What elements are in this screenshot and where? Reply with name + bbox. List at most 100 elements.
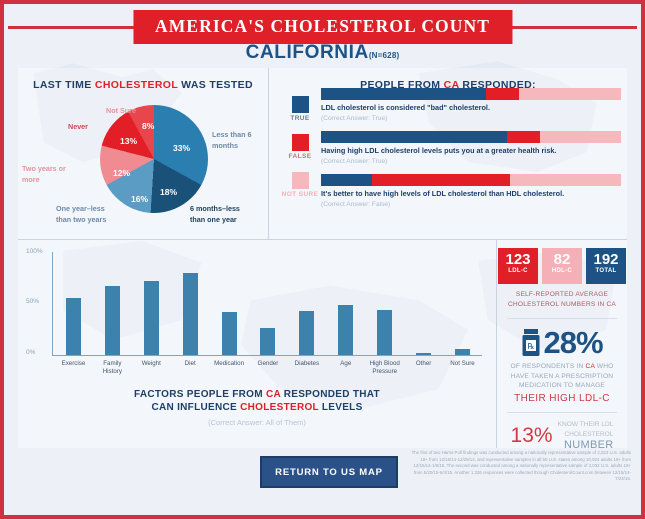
- x-label-medication: Medication: [214, 360, 245, 367]
- legend-label-not-sure: NOT SURE: [281, 191, 319, 198]
- bar-column: [404, 252, 443, 355]
- pie-title-post: WAS TESTED: [177, 79, 253, 91]
- pie-value-never: 13%: [120, 136, 138, 146]
- bar-column: [249, 252, 288, 355]
- legend-item-true: TRUE: [279, 96, 321, 122]
- pie-title-pre: LAST TIME: [33, 79, 95, 91]
- state-sample-size: (N=628): [368, 51, 400, 60]
- bar-segment-true: [321, 131, 507, 143]
- x-label-high-blood-pressure: High Blood Pressure: [369, 360, 400, 375]
- footer: RETURN TO US MAP The first of two Harris…: [4, 448, 641, 510]
- legend-swatch-not-sure: [291, 172, 309, 189]
- factors-bar-chart: 100% 50% 0% Exercise: [24, 248, 486, 376]
- header-rule-right: [505, 26, 637, 29]
- x-label-gender: Gender: [257, 360, 279, 367]
- pie-graphic: [100, 105, 208, 213]
- return-to-us-map-button[interactable]: RETURN TO US MAP: [260, 456, 398, 488]
- stat-label-total: TOTAL: [595, 268, 617, 274]
- p28-line2: HAVE TAKEN A PRESCRIPTION: [510, 372, 614, 380]
- pie-value-1-to-2-years: 16%: [131, 194, 149, 204]
- legend-item-false: FALSE: [279, 134, 321, 160]
- state-name: CALIFORNIA: [245, 42, 369, 63]
- bar-exercise: [65, 298, 81, 355]
- x-label-other: Other: [415, 360, 432, 367]
- cholesterol-number-boxes: 123 LDL-C 82 HDL-C 192 TOTAL: [497, 240, 627, 284]
- stat-value-total: 192: [593, 251, 619, 268]
- p13-line3: NUMBER: [564, 438, 614, 451]
- statement-row: It's better to have high levels of LDL c…: [321, 174, 621, 210]
- x-label-weight: Weight: [141, 360, 161, 367]
- header-rule-left: [8, 26, 140, 29]
- stats-numbers-caption: SELF-REPORTED AVERAGE CHOLESTEROL NUMBER…: [497, 290, 627, 310]
- stats-caption-line1: SELF-REPORTED AVERAGE: [515, 291, 609, 298]
- stat-label-hdl-c: HDL-C: [551, 268, 573, 274]
- bar-other: [416, 352, 432, 355]
- header: AMERICA'S CHOLESTEROL COUNT CALIFORNIA(N…: [4, 4, 641, 68]
- bar-column: [326, 252, 365, 355]
- x-label-age: Age: [340, 360, 352, 367]
- bar-age: [338, 304, 354, 355]
- bar-segment-true: [321, 88, 486, 100]
- bar-gender: [260, 328, 276, 355]
- prescription-stat: ℞ 28%: [497, 327, 627, 358]
- x-label-exercise: Exercise: [61, 360, 86, 367]
- chart-bars: [54, 252, 482, 355]
- bar-diabetes: [299, 310, 315, 355]
- pie-value-less-than-6-months: 33%: [173, 143, 191, 153]
- responded-section: PEOPLE FROM CA RESPONDED: TRUE FALSE NOT…: [268, 68, 627, 239]
- pie-label-1-to-2-years: One year–less than two years: [56, 204, 107, 224]
- bar-segment-false: [372, 174, 510, 186]
- pie-value-6-months-to-1-year: 18%: [160, 187, 178, 197]
- p28-line3: MEDICATION TO MANAGE: [518, 382, 606, 389]
- caption-line1-post: RESPONDED THAT: [280, 389, 380, 400]
- stats-divider-2: [507, 411, 617, 413]
- p28-line1-pre: OF RESPONDENTS IN: [510, 363, 586, 370]
- legend-label-true: TRUE: [290, 115, 310, 122]
- x-label-diet: Diet: [184, 360, 196, 367]
- bar-column: [93, 252, 132, 355]
- pie-label-less-than-6-months: Less than 6 months: [212, 130, 252, 150]
- statement-text: Having high LDL cholesterol levels puts …: [321, 146, 557, 155]
- statement-correct-answer: (Correct Answer: True): [321, 158, 388, 165]
- stats-section: 123 LDL-C 82 HDL-C 192 TOTAL SELF-REPORT…: [496, 240, 627, 451]
- bar-column: [132, 252, 171, 355]
- y-tick-0: 0%: [26, 349, 36, 356]
- bar-segment-false: [507, 131, 540, 143]
- stats-divider-1: [507, 318, 617, 319]
- statement-row: LDL cholesterol is considered "bad" chol…: [321, 88, 621, 124]
- caption-line1-pre: FACTORS PEOPLE FROM: [134, 389, 266, 400]
- pie-value-not-sure: 8%: [142, 121, 155, 131]
- stats-caption-line2: CHOLESTEROL NUMBERS IN CA: [507, 301, 617, 308]
- svg-text:℞: ℞: [528, 342, 535, 351]
- pie-section: LAST TIME CHOLESTEROL WAS TESTED 33% 18%…: [18, 68, 268, 239]
- lower-panel: 100% 50% 0% Exercise: [18, 240, 627, 451]
- stat-value-ldl-c: 123: [505, 251, 531, 268]
- chart-x-labels: Exercise Family History Weight Diet Medi…: [54, 360, 482, 376]
- methodology-fineprint: The first of two Harris Poll findings wa…: [411, 450, 631, 482]
- bar-not-sure: [455, 348, 471, 355]
- bar-diet: [182, 272, 198, 355]
- page-title: AMERICA'S CHOLESTEROL COUNT: [132, 10, 513, 44]
- x-label-not-sure: Not Sure: [450, 360, 475, 367]
- caption-line2-pre: CAN INFLUENCE: [151, 402, 241, 413]
- p13-line1: KNOW THEIR LDL: [557, 420, 614, 428]
- legend-swatch-false: [291, 134, 309, 151]
- factors-bar-section: 100% 50% 0% Exercise: [18, 240, 496, 448]
- p13-line2: CHOLESTEROL: [564, 430, 614, 438]
- x-label-diabetes: Diabetes: [294, 360, 320, 367]
- factors-chart-correct-answer: (Correct Answer: All of Them): [208, 418, 306, 427]
- stat-value-hdl-c: 82: [553, 251, 571, 268]
- chart-y-axis: [52, 252, 53, 356]
- pie-label-never: Never: [68, 122, 88, 131]
- statement-row: Having high LDL cholesterol levels puts …: [321, 131, 621, 167]
- statement-correct-answer: (Correct Answer: False): [321, 201, 391, 208]
- stat-box-hdl-c: 82 HDL-C: [542, 248, 582, 284]
- stat-box-total: 192 TOTAL: [586, 248, 626, 284]
- pie-chart: 33% 18% 16% 12% 13% 8% Less than 6 month…: [18, 91, 268, 236]
- statement-bar: [321, 174, 621, 186]
- pie-section-title: LAST TIME CHOLESTEROL WAS TESTED: [18, 68, 268, 91]
- pill-bottle-icon: ℞: [522, 328, 540, 356]
- bar-column: [54, 252, 93, 355]
- bar-column: [210, 252, 249, 355]
- pie-label-two-years-or-more: Two years or more: [22, 164, 66, 184]
